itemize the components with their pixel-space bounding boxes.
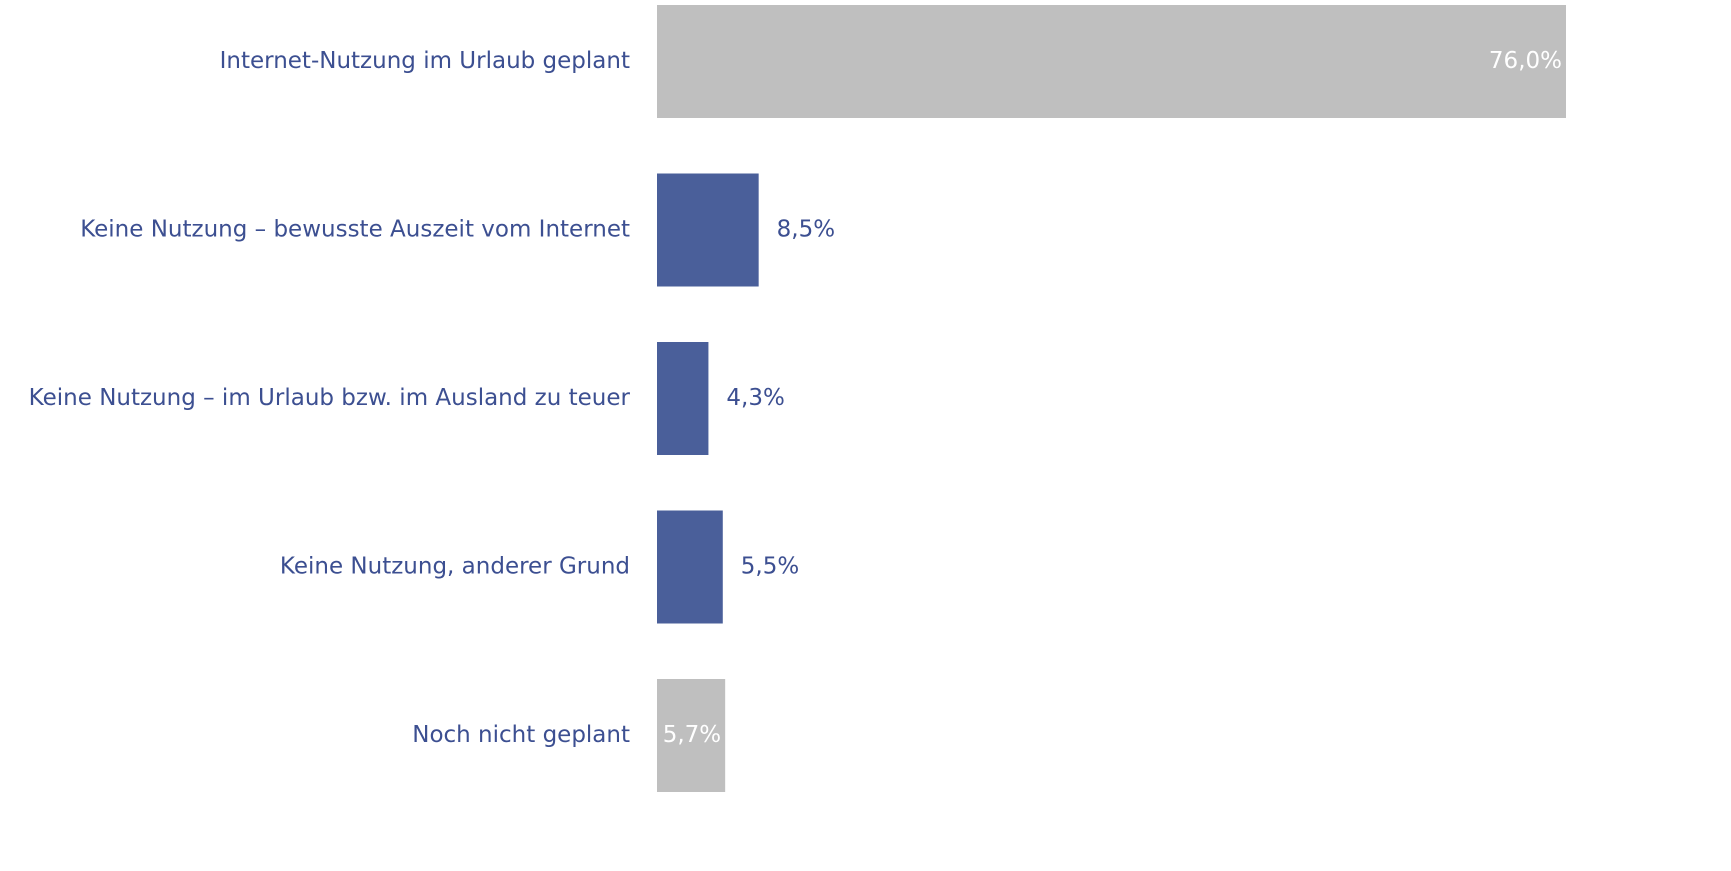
value-label: 76,0%	[1489, 48, 1562, 74]
value-label: 8,5%	[777, 217, 835, 243]
bar	[657, 679, 726, 792]
bar	[657, 510, 723, 624]
bar	[657, 5, 1566, 118]
category-label: Internet-Nutzung im Urlaub geplant	[220, 48, 630, 74]
value-label: 5,5%	[741, 554, 799, 580]
category-label: Keine Nutzung – im Urlaub bzw. im Auslan…	[29, 385, 631, 411]
category-label: Keine Nutzung – bewusste Auszeit vom Int…	[80, 217, 630, 243]
value-label: 5,7%	[663, 722, 721, 748]
bar	[657, 173, 759, 287]
bar	[657, 342, 709, 455]
value-label: 4,3%	[726, 385, 784, 411]
category-label: Noch nicht geplant	[412, 722, 630, 748]
category-label: Keine Nutzung, anderer Grund	[280, 554, 630, 580]
